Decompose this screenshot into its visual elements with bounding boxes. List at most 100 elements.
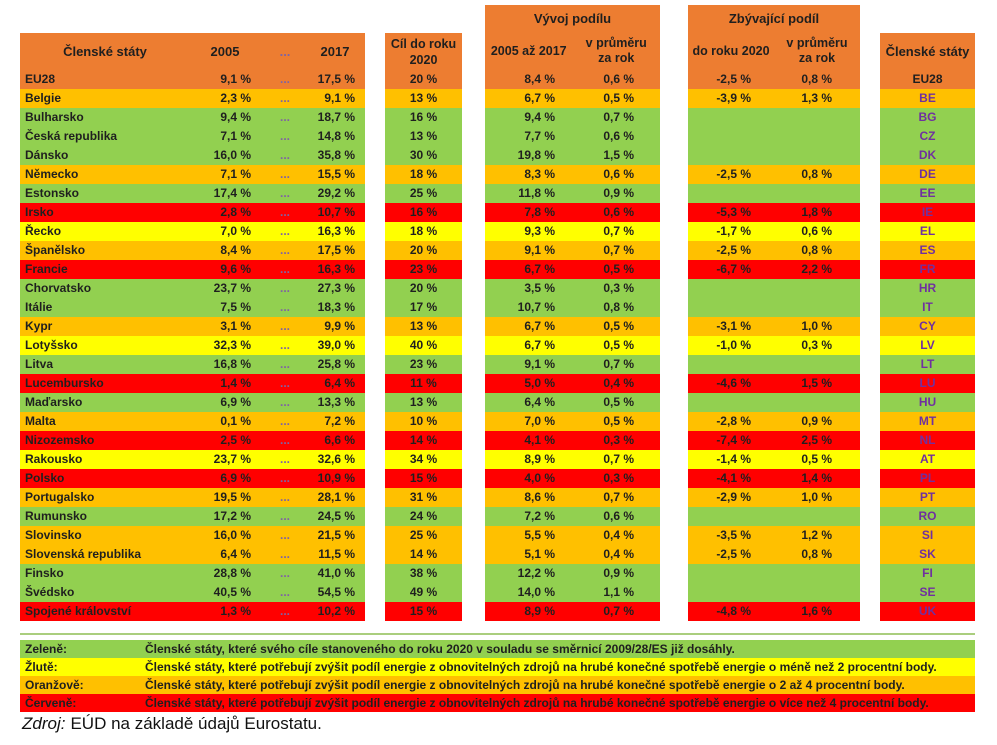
dots-cell: ... bbox=[279, 186, 290, 200]
value-2005-cell: 7,1 % bbox=[220, 167, 251, 181]
country-code-cell: LT bbox=[880, 355, 975, 374]
development-block: 11,8 % 0,9 % bbox=[485, 184, 660, 203]
target-2020-cell: 18 % bbox=[385, 222, 462, 241]
target-2020-cell: 16 % bbox=[385, 203, 462, 222]
gutter bbox=[860, 412, 880, 431]
dev-average-cell: 0,7 % bbox=[603, 490, 634, 504]
dev-average-cell: 0,7 % bbox=[603, 604, 634, 618]
rem-2020-cell bbox=[688, 564, 775, 583]
rem-average-cell bbox=[775, 564, 860, 583]
target-2020-cell: 20 % bbox=[385, 279, 462, 298]
gutter bbox=[660, 298, 688, 317]
country-code-cell: UK bbox=[880, 602, 975, 621]
gutter bbox=[660, 127, 688, 146]
gutter bbox=[365, 336, 385, 355]
target-2020-cell: 14 % bbox=[385, 431, 462, 450]
gutter bbox=[860, 279, 880, 298]
value-2017-cell: 18,3 % bbox=[317, 300, 355, 314]
dev-2005-2017-cell: 5,1 % bbox=[524, 547, 555, 561]
gutter bbox=[660, 89, 688, 108]
gutter bbox=[660, 564, 688, 583]
dots-cell: ... bbox=[279, 585, 290, 599]
dev-average-cell: 0,7 % bbox=[603, 452, 634, 466]
value-2005-cell: 32,3 % bbox=[213, 338, 251, 352]
development-block: 5,1 % 0,4 % bbox=[485, 545, 660, 564]
value-2017-cell: 10,7 % bbox=[317, 205, 355, 219]
development-block: 9,1 % 0,7 % bbox=[485, 355, 660, 374]
value-2005-cell: 2,3 % bbox=[220, 91, 251, 105]
rem-2020-cell: -5,3 % bbox=[716, 205, 751, 219]
development-block: 7,7 % 0,6 % bbox=[485, 127, 660, 146]
dev-2005-2017-cell: 5,5 % bbox=[524, 528, 555, 542]
country-name-cell: Itálie bbox=[25, 300, 53, 314]
gutter bbox=[860, 583, 880, 602]
rem-average-cell: 1,6 % bbox=[801, 604, 832, 618]
remaining-block bbox=[688, 127, 860, 146]
gutter bbox=[462, 336, 485, 355]
gutter bbox=[860, 317, 880, 336]
development-block: 14,0 % 1,1 % bbox=[485, 583, 660, 602]
country-code-cell: SI bbox=[880, 526, 975, 545]
dots-cell: ... bbox=[279, 243, 290, 257]
remaining-block bbox=[688, 583, 860, 602]
country-block: Rumunsko 17,2 %... 24,5 % bbox=[20, 507, 365, 526]
value-2005-cell: 9,6 % bbox=[220, 262, 251, 276]
dots-cell: ... bbox=[279, 452, 290, 466]
gutter bbox=[462, 412, 485, 431]
color-legend: Zeleně: Členské státy, které svého cíle s… bbox=[20, 640, 975, 712]
remaining-block bbox=[688, 564, 860, 583]
gutter bbox=[860, 450, 880, 469]
dots-cell: ... bbox=[279, 376, 290, 390]
rem-average-cell bbox=[775, 393, 860, 412]
dev-2005-2017-cell: 6,4 % bbox=[524, 395, 555, 409]
value-2017-cell: 39,0 % bbox=[317, 338, 355, 352]
country-name-cell: Nizozemsko bbox=[25, 433, 95, 447]
country-code-cell: ES bbox=[880, 241, 975, 260]
table-row-eu28: EU28 9,1 %... 17,5 % 20 % 8,4 % 0,6 % -2,5 % 0,… bbox=[20, 70, 975, 89]
dots-cell: ... bbox=[279, 338, 290, 352]
value-2005-cell: 6,9 % bbox=[220, 395, 251, 409]
country-block: Lotyšsko 32,3 %... 39,0 % bbox=[20, 336, 365, 355]
value-2017-cell: 14,8 % bbox=[317, 129, 355, 143]
value-2017-cell: 10,2 % bbox=[317, 604, 355, 618]
value-2017-cell: 17,5 % bbox=[317, 72, 355, 86]
table-row: Švédsko 40,5 %... 54,5 % 49 % 14,0 % 1,1 % SE bbox=[20, 583, 975, 602]
table-row: Chorvatsko 23,7 %... 27,3 % 20 % 3,5 % 0,3 % H… bbox=[20, 279, 975, 298]
target-2020-cell: 18 % bbox=[385, 165, 462, 184]
value-2005-cell: 6,9 % bbox=[220, 471, 251, 485]
remaining-block bbox=[688, 355, 860, 374]
gutter bbox=[860, 355, 880, 374]
rem-2020-cell: -2,9 % bbox=[716, 490, 751, 504]
table-row: Německo 7,1 %... 15,5 % 18 % 8,3 % 0,6 % -2,5 … bbox=[20, 165, 975, 184]
country-name-cell: Řecko bbox=[25, 224, 62, 238]
dev-2005-2017-cell: 6,7 % bbox=[524, 262, 555, 276]
rem-2020-cell bbox=[688, 393, 775, 412]
country-block: Polsko 6,9 %... 10,9 % bbox=[20, 469, 365, 488]
development-block: 4,1 % 0,3 % bbox=[485, 431, 660, 450]
target-2020-cell: 13 % bbox=[385, 317, 462, 336]
gutter bbox=[860, 393, 880, 412]
gutter bbox=[365, 146, 385, 165]
country-code-cell: LV bbox=[880, 336, 975, 355]
header-target-line2: 2020 bbox=[409, 53, 438, 67]
country-block: Slovinsko 16,0 %... 21,5 % bbox=[20, 526, 365, 545]
country-name-cell: Dánsko bbox=[25, 148, 69, 162]
gutter bbox=[860, 298, 880, 317]
rem-average-cell: 0,8 % bbox=[801, 243, 832, 257]
development-block: 6,7 % 0,5 % bbox=[485, 260, 660, 279]
gutter bbox=[860, 545, 880, 564]
country-block: Itálie 7,5 %... 18,3 % bbox=[20, 298, 365, 317]
value-2017-cell: 24,5 % bbox=[317, 509, 355, 523]
gutter bbox=[365, 222, 385, 241]
dev-average-cell: 0,3 % bbox=[603, 471, 634, 485]
gutter bbox=[660, 146, 688, 165]
development-block: 7,2 % 0,6 % bbox=[485, 507, 660, 526]
dev-2005-2017-cell: 9,1 % bbox=[524, 243, 555, 257]
table-row: Dánsko 16,0 %... 35,8 % 30 % 19,8 % 1,5 % DK bbox=[20, 146, 975, 165]
rem-average-cell: 1,4 % bbox=[801, 471, 832, 485]
source-note: Zdroj: EÚD na základě údajů Eurostatu. bbox=[22, 714, 322, 734]
rem-2020-cell bbox=[688, 507, 775, 526]
dots-cell: ... bbox=[279, 395, 290, 409]
rem-average-cell bbox=[775, 583, 860, 602]
country-block: Švédsko 40,5 %... 54,5 % bbox=[20, 583, 365, 602]
